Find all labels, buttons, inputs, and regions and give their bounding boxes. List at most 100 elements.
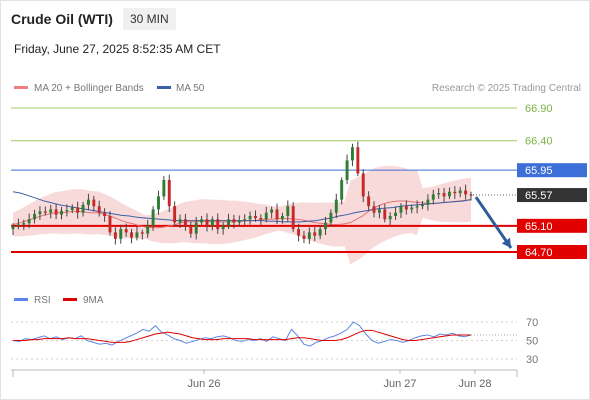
- bollinger-fill: [13, 165, 471, 265]
- candle: [270, 206, 274, 219]
- candle: [76, 201, 80, 219]
- rsi-ma-legend-label: 9MA: [83, 295, 104, 306]
- level-lines: [11, 107, 517, 253]
- candle: [291, 202, 295, 232]
- candle: [43, 206, 47, 216]
- candle: [70, 204, 74, 214]
- candle: [469, 191, 473, 201]
- candle: [394, 206, 398, 220]
- candle: [178, 214, 182, 228]
- candle: [173, 201, 177, 227]
- x-tick-label: Jun 27: [383, 378, 416, 390]
- candle: [399, 203, 403, 218]
- ma50-legend-label: MA 50: [176, 83, 205, 94]
- candle: [130, 228, 134, 244]
- ma20-line: [12, 199, 472, 229]
- last-label-bg: [517, 188, 587, 203]
- last-level-label: 65.57: [525, 190, 553, 202]
- rsi-tick-label: 70: [526, 317, 538, 329]
- rsi-legend-label: RSI: [34, 295, 51, 306]
- candle: [113, 227, 117, 245]
- candle: [49, 204, 53, 219]
- candle: [361, 169, 365, 203]
- candle: [167, 174, 171, 213]
- support-label-bg: [517, 245, 587, 259]
- x-tick-label: Jun 28: [458, 378, 491, 390]
- candle: [151, 206, 155, 231]
- candle: [264, 206, 268, 223]
- candle: [60, 206, 63, 220]
- candle: [135, 226, 139, 241]
- candle: [205, 213, 209, 232]
- candle: [259, 214, 263, 226]
- arrow-shaft: [474, 196, 513, 249]
- candle: [157, 190, 160, 215]
- ma50-legend-swatch: [157, 86, 171, 89]
- candle: [447, 187, 451, 200]
- rsi-ma-legend-swatch: [63, 298, 77, 301]
- candle: [194, 216, 198, 240]
- candle: [162, 175, 166, 200]
- bollinger-legend-swatch: [14, 86, 28, 89]
- candle: [210, 216, 214, 231]
- rsi-tick-label: 50: [526, 336, 538, 348]
- candle: [103, 208, 107, 222]
- candle: [232, 214, 236, 229]
- candle: [431, 189, 435, 205]
- candle: [372, 201, 376, 218]
- rsi-panel: 70 50 30: [11, 317, 538, 366]
- pivot-level-label: 65.95: [525, 165, 553, 177]
- candle: [140, 229, 144, 240]
- ma50-line: [12, 191, 472, 223]
- level-labels: 66.90 66.40 65.95 65.57 65.10 64.70: [517, 103, 587, 259]
- instrument-title: Crude Oil (WTI): [11, 11, 113, 27]
- candle: [33, 209, 37, 224]
- candle: [286, 200, 290, 222]
- candle: [437, 188, 441, 199]
- candle: [367, 191, 371, 211]
- candle: [248, 211, 252, 225]
- candle: [426, 194, 430, 211]
- candle: [307, 227, 311, 244]
- candle: [388, 212, 392, 226]
- candle: [404, 200, 408, 215]
- candle: [237, 215, 241, 227]
- candle: [54, 204, 58, 220]
- candle: [38, 206, 42, 220]
- rsi-legend-swatch: [14, 298, 28, 301]
- candle: [16, 218, 20, 230]
- candle: [243, 214, 247, 226]
- bollinger-legend-label: MA 20 + Bollinger Bands: [34, 83, 144, 94]
- candle: [183, 213, 187, 231]
- candle: [81, 201, 85, 217]
- candle: [92, 195, 96, 212]
- candle: [189, 221, 193, 238]
- candle: [124, 223, 128, 237]
- support-level-label: 64.70: [525, 247, 553, 259]
- timeframe-button[interactable]: 30 MIN: [123, 8, 176, 30]
- candle: [415, 200, 419, 214]
- candle: [302, 230, 306, 244]
- candle: [216, 213, 220, 234]
- datetime-label: Friday, June 27, 2025 8:52:35 AM CET: [14, 42, 221, 56]
- candle: [324, 216, 327, 235]
- time-axis: Jun 26 Jun 27 Jun 28: [11, 369, 518, 390]
- candle: [329, 209, 333, 227]
- candle: [356, 141, 360, 177]
- pivot-label-bg: [517, 163, 587, 178]
- x-tick-label: Jun 26: [187, 378, 220, 390]
- candle: [227, 213, 230, 229]
- support-label-bg: [517, 218, 587, 233]
- candle: [22, 219, 26, 230]
- candle: [383, 203, 387, 223]
- candle: [280, 212, 284, 224]
- candle: [458, 186, 462, 198]
- candle: [410, 204, 414, 214]
- rsi-tick-label: 30: [526, 354, 538, 366]
- candle: [442, 187, 446, 203]
- rsi-ma-line: [13, 329, 471, 343]
- candle: [254, 210, 257, 222]
- candle: [97, 200, 101, 217]
- candle: [345, 154, 349, 185]
